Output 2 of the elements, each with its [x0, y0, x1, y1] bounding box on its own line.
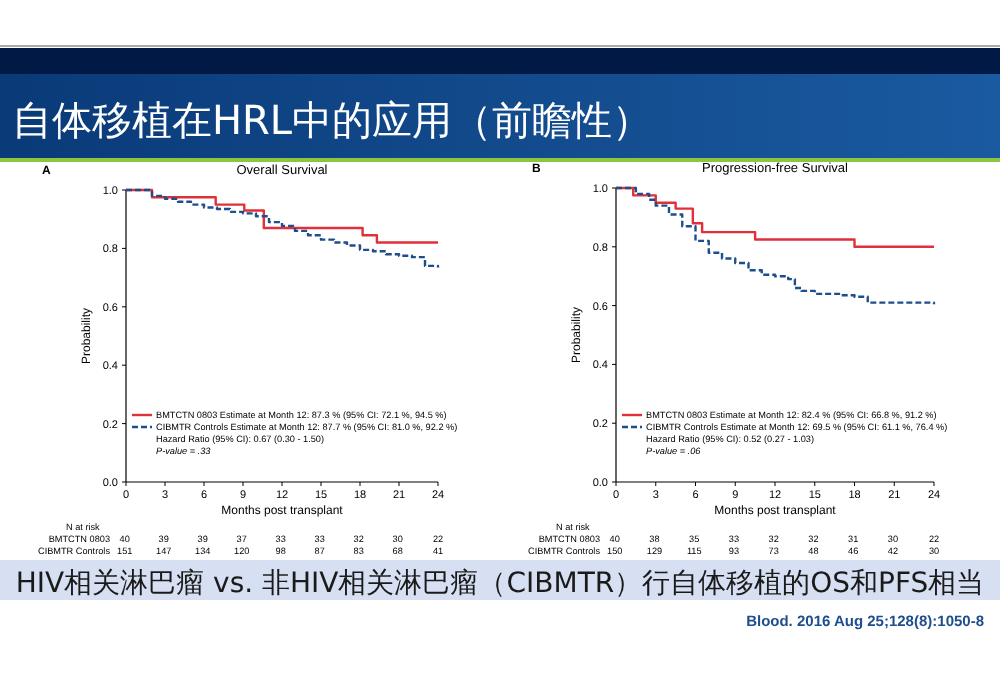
- text: 自体移植在HRL中的应用（前瞻性）: [12, 96, 653, 144]
- text: HIV相关淋巴瘤 vs. 非HIV相关淋巴瘤（CIBMTR）行自体移植的OS和PFS相当: [15, 568, 985, 600]
